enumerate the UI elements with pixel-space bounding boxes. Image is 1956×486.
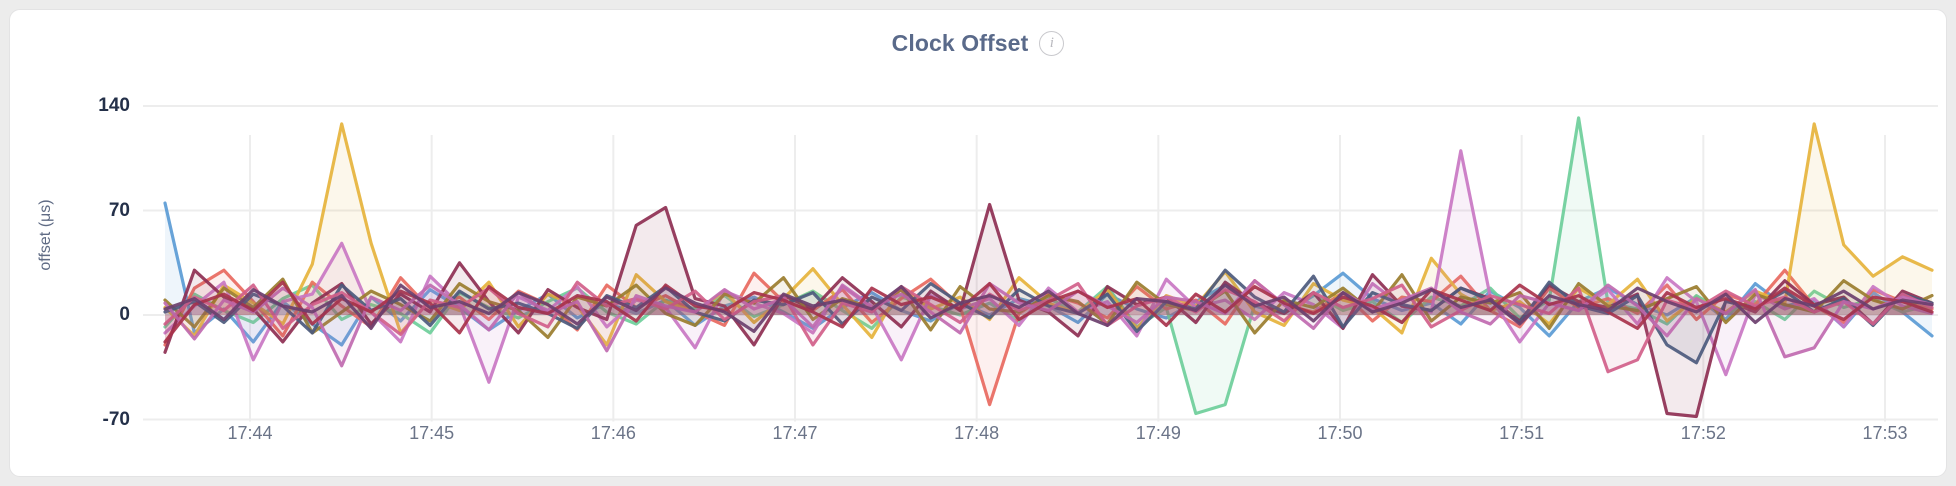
y-axis-tick-label: 70	[108, 199, 130, 221]
x-axis-tick-label: 17:49	[1135, 423, 1181, 443]
info-circle-icon[interactable]: i	[1039, 31, 1065, 56]
plot-area: offset (μs) 140 70 0 -70 17:44 17:45 17:46 17:…	[10, 10, 1948, 478]
x-axis-tick-label: 17:51	[1499, 423, 1545, 443]
series-area	[165, 280, 1932, 366]
series-line	[163, 279, 1934, 368]
series-11	[163, 280, 1934, 344]
x-axis-tick-label: 17:46	[590, 423, 636, 443]
x-axis-tick-label: 17:45	[409, 423, 455, 443]
x-axis-tick-label: 17:53	[1862, 423, 1908, 443]
series-area	[165, 282, 1932, 342]
series-line	[163, 283, 1934, 333]
y-axis-tick-label: 140	[98, 95, 130, 116]
series-8	[163, 268, 1934, 365]
x-axis-tick-label: 17:48	[954, 423, 1000, 443]
x-axis-tick-label: 17:52	[1680, 423, 1726, 443]
chart-panel: Clock Offset i offset (μs) 140 70 0 -70 17:…	[9, 9, 1947, 477]
series-area	[165, 270, 1932, 405]
x-axis-tick-label: 17:50	[1317, 423, 1363, 443]
series-area	[165, 282, 1932, 372]
series-area	[165, 117, 1932, 414]
page-title: Clock Offset	[891, 30, 1029, 56]
x-axis-tick-label: 17:44	[227, 423, 273, 443]
series-area	[165, 123, 1932, 345]
series-canvas	[143, 105, 1938, 422]
series-line	[163, 280, 1934, 344]
series-line	[163, 273, 1934, 339]
series-area	[165, 285, 1932, 332]
y-axis-ticks: 140 70 0 -70	[65, 10, 130, 478]
series-10	[163, 279, 1934, 368]
series-12	[163, 283, 1934, 333]
y-axis-tick-label: -70	[102, 408, 130, 430]
chart-header: Clock Offset i	[10, 30, 1946, 57]
series-line	[163, 268, 1934, 365]
y-axis-tick-label: 0	[119, 304, 130, 325]
x-axis-tick-label: 17:47	[772, 423, 818, 443]
